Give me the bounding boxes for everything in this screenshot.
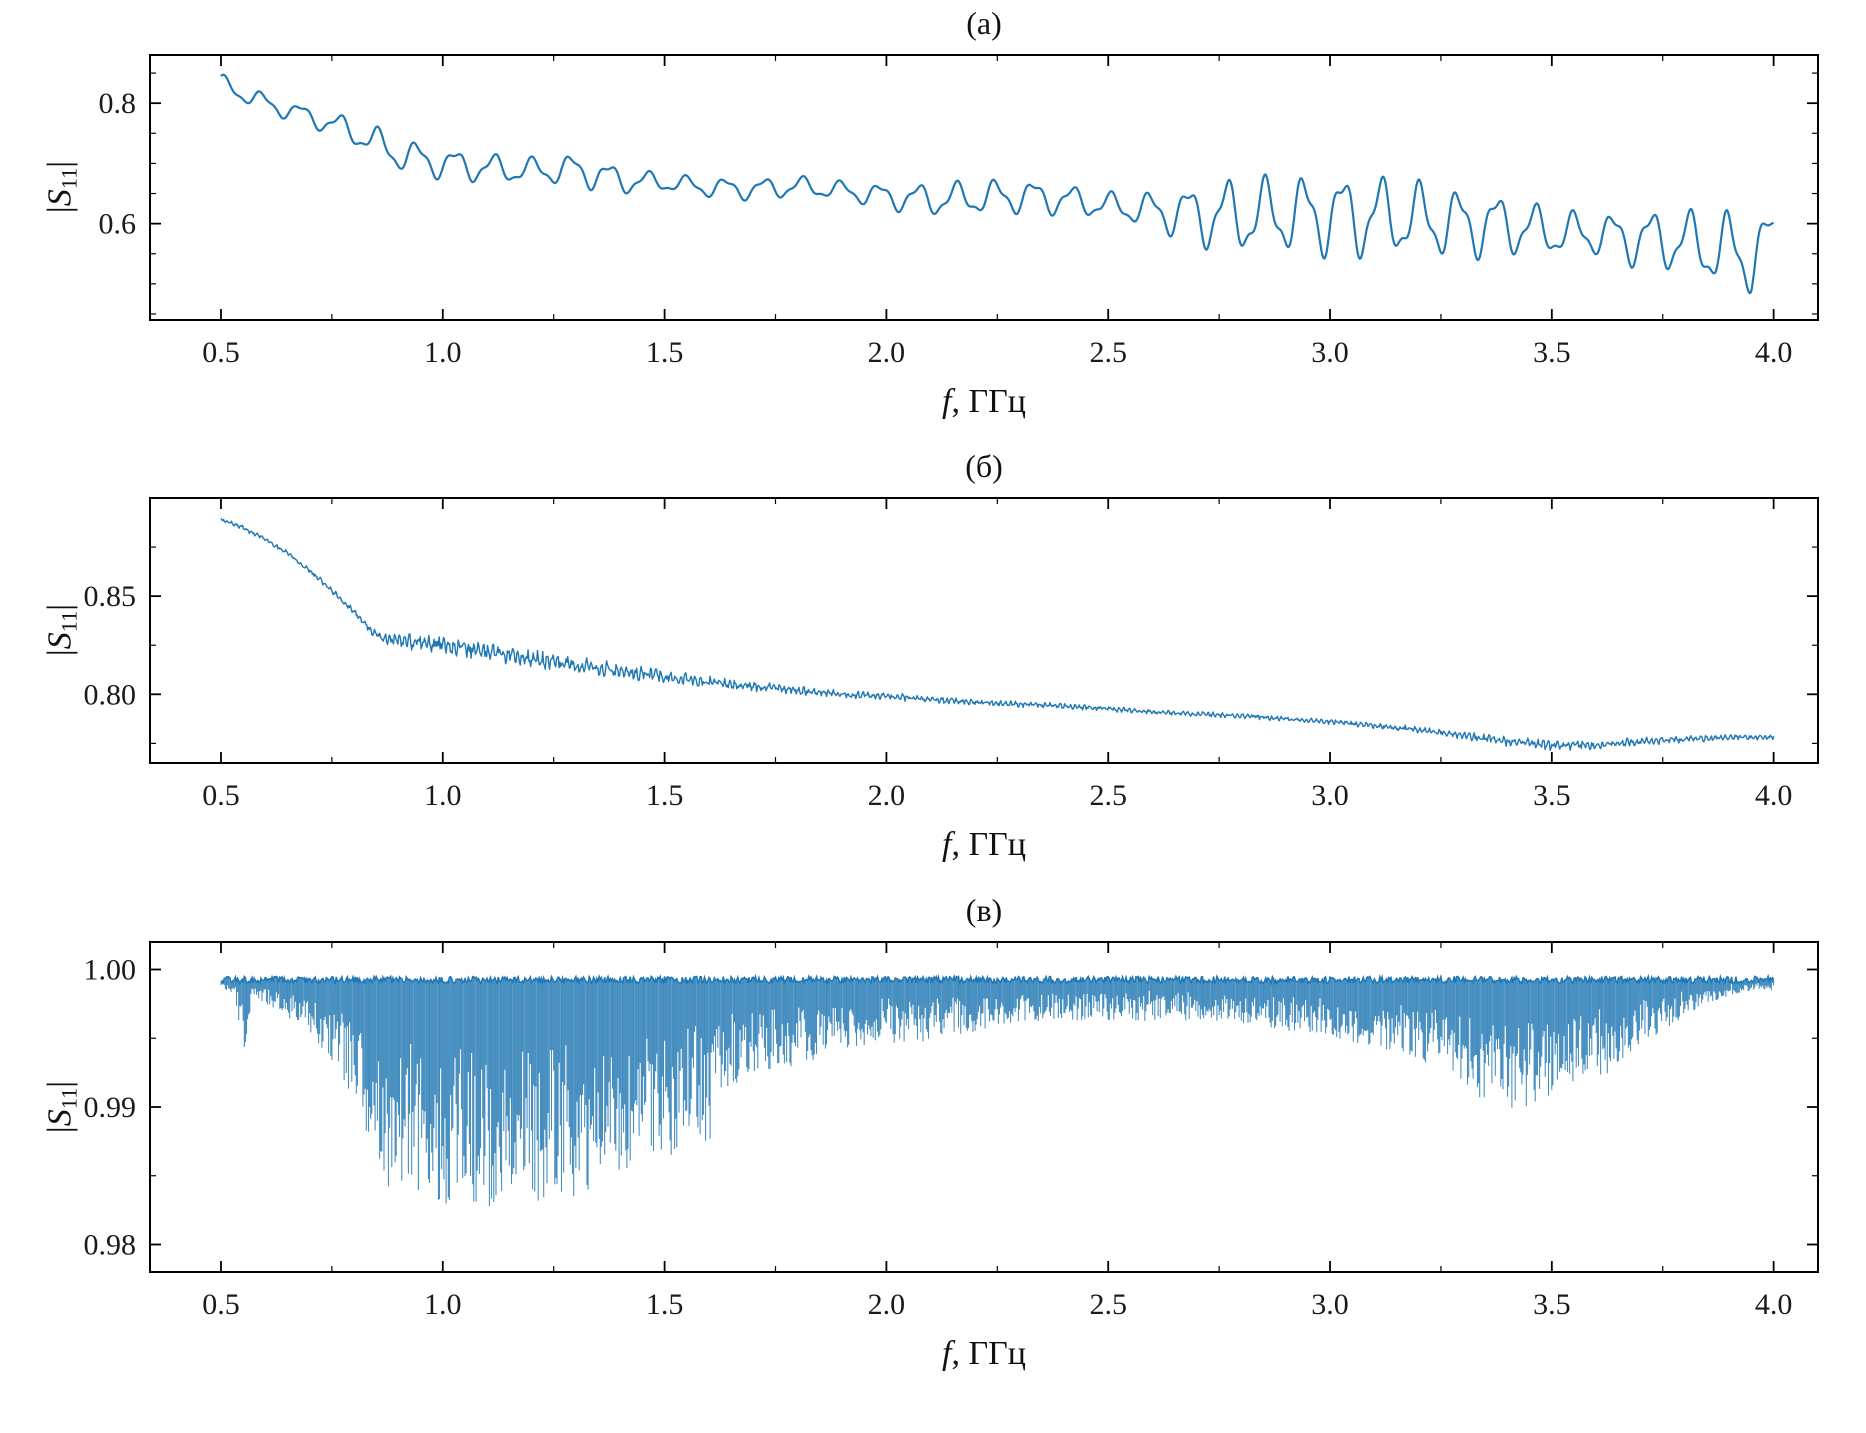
x-tick-label: 3.0 [1311, 1288, 1349, 1321]
y-tick-label: 0.80 [84, 678, 137, 711]
x-tick-label: 2.5 [1089, 779, 1127, 812]
x-tick-label: 0.5 [202, 336, 240, 369]
x-tick-label: 2.0 [868, 336, 906, 369]
xlabel-units: , ГГц [951, 1335, 1026, 1372]
xlabel-symbol: f [942, 1335, 952, 1372]
x-tick-label: 4.0 [1755, 336, 1793, 369]
x-tick-label: 3.0 [1311, 779, 1349, 812]
panel-b-x-axis-label: f, ГГц [150, 825, 1818, 865]
x-tick-label: 1.0 [424, 1288, 462, 1321]
y-tick-label: 0.98 [84, 1229, 137, 1262]
panel-a-title: (а) [966, 5, 1002, 41]
axes-box [149, 54, 1819, 321]
y-tick-label: 0.6 [99, 208, 137, 241]
s11-spike-comb [220, 976, 1775, 1207]
xlabel-symbol: f [942, 383, 952, 420]
x-tick-label: 3.5 [1533, 779, 1571, 812]
s11-top-line [220, 973, 1775, 987]
x-tick-label: 2.5 [1089, 1288, 1127, 1321]
x-tick-label: 1.5 [646, 336, 684, 369]
y-tick-label: 0.85 [84, 580, 137, 613]
panel-v-title: (в) [965, 892, 1003, 928]
y-tick-label: 0.99 [84, 1091, 137, 1124]
xlabel-symbol: f [942, 826, 952, 863]
panel-b-title: (б) [965, 448, 1003, 484]
x-tick-label: 2.0 [868, 779, 906, 812]
x-tick-label: 1.5 [646, 779, 684, 812]
x-tick-label: 2.0 [868, 1288, 906, 1321]
x-tick-label: 4.0 [1755, 779, 1793, 812]
xlabel-units: , ГГц [951, 826, 1026, 863]
x-tick-label: 1.0 [424, 779, 462, 812]
x-tick-label: 1.5 [646, 1288, 684, 1321]
x-tick-label: 0.5 [202, 1288, 240, 1321]
panel-v-x-axis-label: f, ГГц [150, 1334, 1818, 1374]
y-tick-label: 1.00 [84, 954, 137, 987]
y-tick-label: 0.8 [99, 87, 137, 120]
x-tick-label: 3.5 [1533, 1288, 1571, 1321]
xlabel-units: , ГГц [951, 383, 1026, 420]
x-tick-label: 0.5 [202, 779, 240, 812]
s11-curve [220, 73, 1775, 295]
x-tick-label: 3.5 [1533, 336, 1571, 369]
axes-box [149, 497, 1819, 764]
x-tick-label: 3.0 [1311, 336, 1349, 369]
x-tick-label: 1.0 [424, 336, 462, 369]
x-tick-label: 4.0 [1755, 1288, 1793, 1321]
s11-curve [220, 517, 1775, 751]
panel-a-x-axis-label: f, ГГц [150, 382, 1818, 422]
x-tick-label: 2.5 [1089, 336, 1127, 369]
